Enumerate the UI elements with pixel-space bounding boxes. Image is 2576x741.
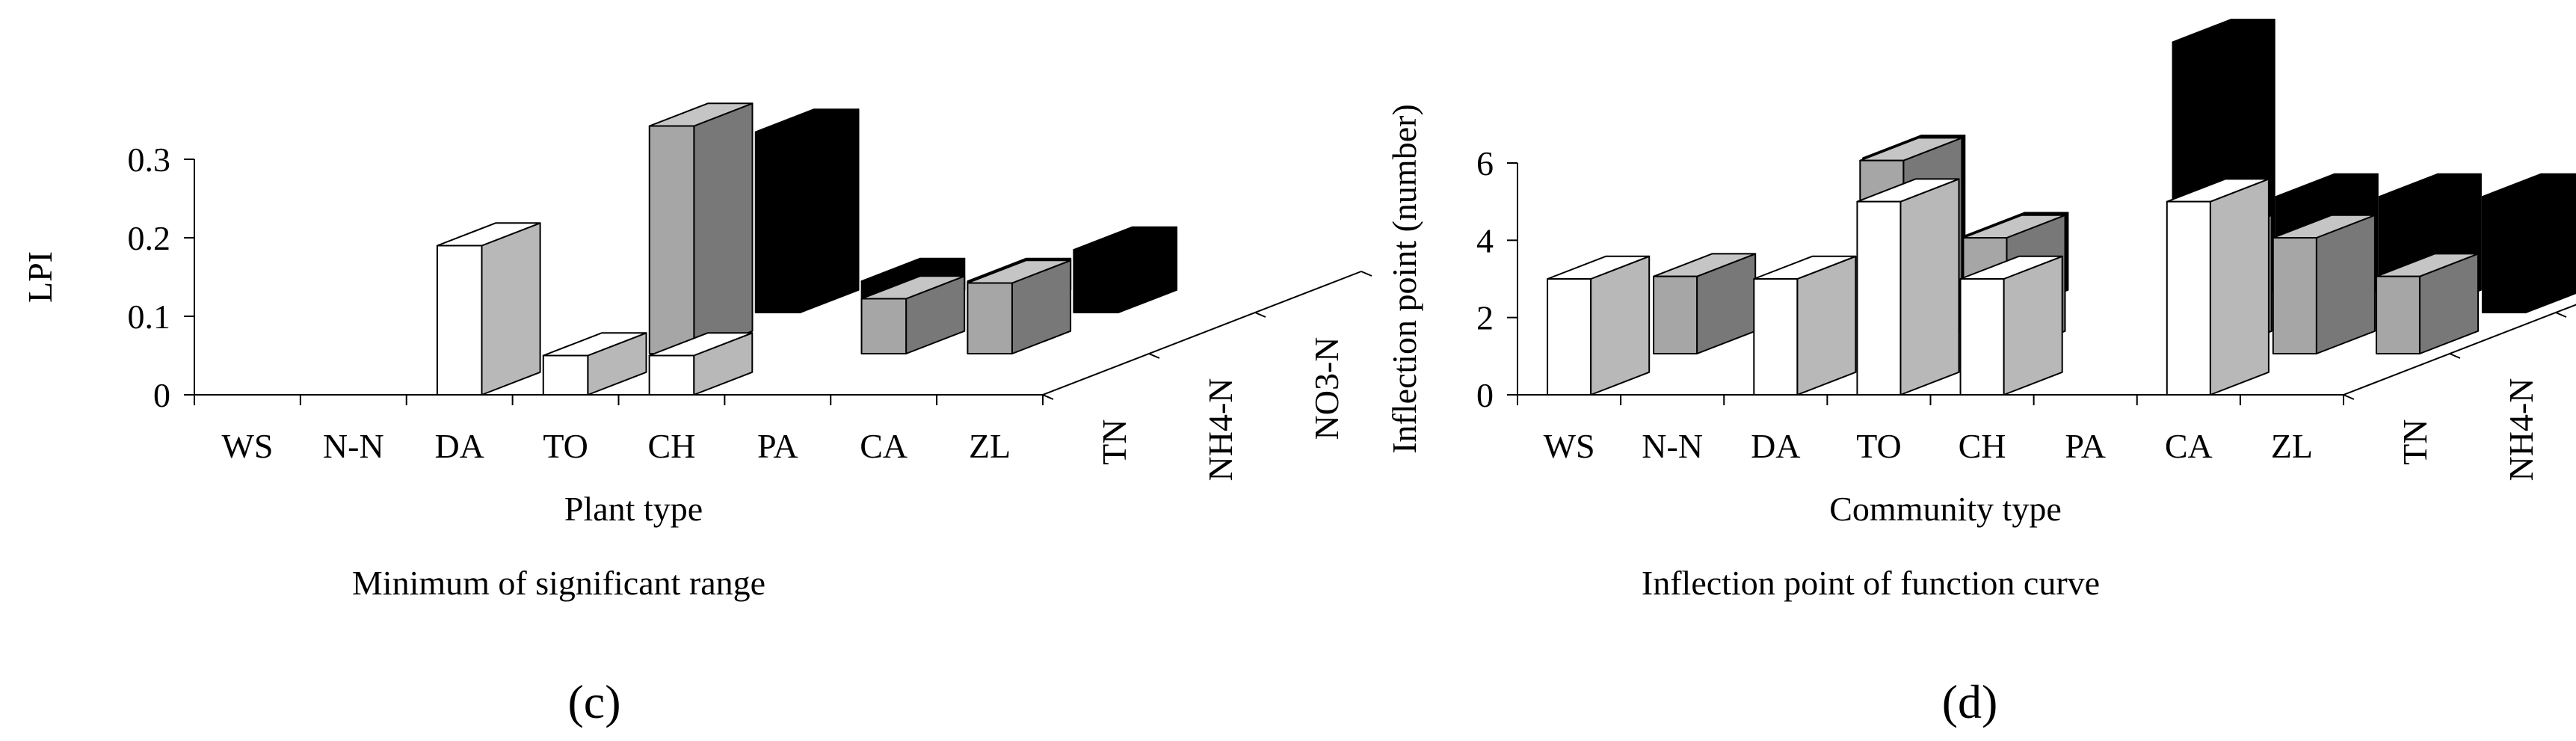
bar-nh4-n-zl [2375, 253, 2479, 354]
y-tick-label: 0.3 [128, 141, 171, 179]
bar-nh4-n-pa [860, 275, 966, 354]
category-label: CA [860, 427, 908, 465]
depth-tick-mark [1254, 312, 1266, 318]
depth-tick-mark [2449, 353, 2461, 359]
bar-front [1856, 200, 1902, 396]
bar-front [648, 354, 695, 396]
bar-side [1590, 255, 1651, 396]
y-tick-label: 0 [153, 376, 170, 414]
chart-panel-c: 0 0.1 0.2 0.3 WS N-N DA TO CH PA CA ZL TN NH4-N NO3-N P… [21, 102, 1372, 728]
bar-front [1959, 278, 2005, 396]
bar-tn-ca [2166, 178, 2270, 396]
category-label: CA [2165, 427, 2213, 465]
bar-nh4-n-ca [2272, 214, 2376, 354]
panel-letter: (c) [567, 675, 620, 728]
bar-side [1796, 255, 1857, 396]
depth-tick-mark [1042, 394, 1054, 400]
x-axis-title: Plant type [564, 490, 703, 528]
panel-letter: (d) [1942, 675, 1998, 728]
bar-side [2315, 214, 2376, 354]
bar-tn-ch [1959, 255, 2063, 396]
y-tick-label: 0.1 [128, 298, 171, 336]
category-label: WS [1544, 427, 1595, 465]
y-axis-title: Inflection point (number) [1385, 104, 1423, 454]
depth-label: NH4-N [1201, 378, 1239, 482]
bar-no3-n-zl [2481, 173, 2576, 313]
bar-side [2003, 255, 2063, 396]
bar-tn-da [436, 222, 541, 396]
panel-subtitle: Minimum of significant range [352, 564, 765, 602]
category-label: DA [434, 427, 484, 465]
bar-tn-to [542, 332, 647, 396]
category-label: DA [1751, 427, 1800, 465]
bar-no3-n-to [754, 108, 860, 313]
category-label: CH [1959, 427, 2006, 465]
bar-front [2166, 200, 2211, 396]
bar-front [1753, 278, 1799, 396]
bar-front [542, 354, 589, 396]
category-label: N-N [323, 427, 384, 465]
bar-front [2375, 275, 2421, 354]
bar-tn-ws [1547, 255, 1651, 396]
category-label: N-N [1642, 427, 1703, 465]
bar-side [693, 102, 754, 354]
chart-panel-d: 0246WSN-NDATOCHPACAZLTNNH4-NNO3-NCommuni… [1385, 19, 2576, 728]
depth-axis-line [2343, 304, 2576, 396]
depth-tick-mark [1361, 271, 1372, 277]
bar-front [1547, 278, 1592, 396]
y-tick-label: 4 [1476, 221, 1494, 259]
bar-front [2272, 237, 2317, 354]
category-label: TO [543, 427, 588, 465]
x-axis-title: Community type [1829, 490, 2062, 528]
depth-label: NH4-N [2502, 378, 2540, 482]
bar-no3-n-ca [1073, 226, 1178, 313]
y-tick-label: 0 [1476, 376, 1494, 414]
y-axis-title: LPI [21, 251, 59, 303]
bar-front [860, 298, 908, 354]
category-label: PA [757, 427, 798, 465]
category-label: TO [1856, 427, 1902, 465]
bar-front [754, 131, 801, 313]
bar-front [648, 125, 695, 354]
bar-nh4-n-ca [967, 259, 1072, 354]
depth-tick-mark [1148, 353, 1160, 359]
bar-tn-to [1856, 178, 1960, 396]
category-label: CH [647, 427, 695, 465]
bar-tn-da [1753, 255, 1857, 396]
bar-side [2524, 176, 2576, 313]
bar-side [481, 222, 541, 396]
depth-tick-mark [2343, 394, 2355, 400]
depth-label: TN [2396, 419, 2434, 465]
bar-front [967, 282, 1013, 354]
y-tick-label: 2 [1476, 299, 1494, 337]
bar-tn-ch [648, 332, 754, 396]
bar-nh4-n-ws [1653, 253, 1757, 354]
category-label: ZL [2271, 427, 2313, 465]
bar-side [799, 108, 860, 313]
bar-front [1653, 275, 1698, 354]
bar-front [436, 245, 483, 396]
depth-axis-line [1042, 271, 1362, 396]
category-label: WS [221, 427, 273, 465]
bar-front [2481, 196, 2527, 313]
y-tick-label: 6 [1476, 144, 1494, 182]
category-label: PA [2065, 427, 2106, 465]
depth-label: NO3-N [1307, 337, 1346, 440]
category-label: ZL [969, 427, 1011, 465]
bar-front [1073, 249, 1119, 313]
bar-side [1899, 178, 1960, 396]
bar-side [2209, 178, 2270, 396]
depth-label: TN [1095, 419, 1133, 465]
bar-nh4-n-to [648, 102, 754, 354]
panel-subtitle: Inflection point of function curve [1642, 564, 2100, 602]
depth-tick-mark [2555, 312, 2567, 318]
y-tick-label: 0.2 [128, 219, 171, 257]
